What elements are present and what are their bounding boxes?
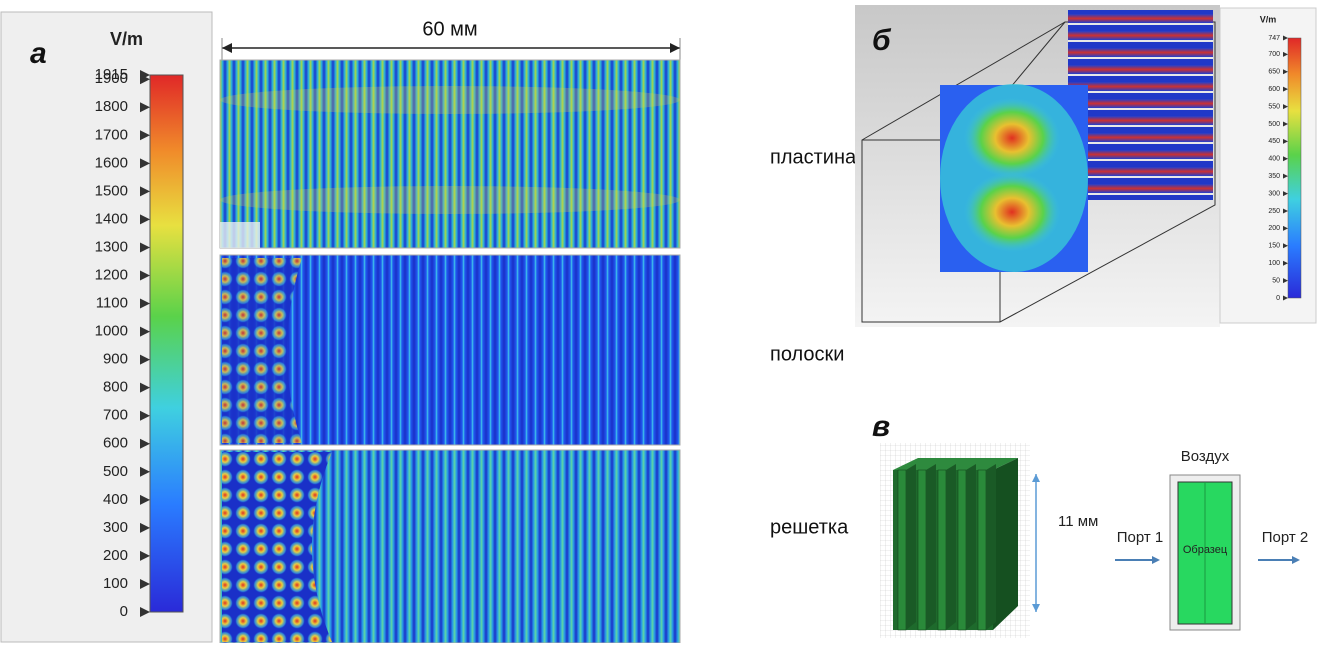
colorbar-tick-label: 1400 [95,210,128,227]
colorbar-tick-label: 700 [1268,51,1280,58]
colorbar-tick-label: 500 [1268,121,1280,128]
colorbar-unit: V/m [1260,14,1277,24]
colorbar-tick-label: 100 [103,575,128,592]
colorbar-tick-label: 650 [1268,69,1280,76]
colorbar-tick-label: 200 [1268,225,1280,232]
width-label: 60 мм [422,18,477,40]
strip [1068,184,1213,193]
colorbar-tick-label: 400 [103,491,128,508]
colorbar-tick-label: 400 [1268,156,1280,163]
colorbar-tick-label: 350 [1268,173,1280,180]
colorbar-tick-label: 550 [1268,103,1280,110]
grating-rib [898,470,906,630]
colorbar [150,75,183,612]
strip-edge [1068,193,1213,195]
colorbar-tick-label: 1500 [95,182,128,199]
colorbar-tick-label: 450 [1268,138,1280,145]
strip-edge [1068,125,1213,127]
air-label: Воздух [1181,448,1230,465]
colorbar-tick-label: 250 [1268,208,1280,215]
colorbar-tick-label: 1300 [95,238,128,255]
strip [1068,31,1213,40]
colorbar-tick-label: 150 [1268,243,1280,250]
colorbar-tick-label: 500 [103,463,128,480]
colorbar-tick-label: 1700 [95,126,128,143]
strip [1068,65,1213,74]
row-label: пластина [770,146,857,168]
colorbar-tick-label: 0 [120,603,128,620]
strip [1068,82,1213,91]
colorbar [1288,38,1301,298]
grating-rib [938,470,946,630]
panel-a-label: а [30,37,47,70]
colorbar-tick-label: 1100 [96,295,128,312]
strip-edge [1068,23,1213,25]
colorbar-tick-label: 700 [103,407,128,424]
colorbar-tick-label: 0 [1276,295,1280,302]
page: {"panel_a": {"label": "а", "colorbar": {… [0,0,1328,643]
strip-edge [1068,57,1213,59]
strip [1068,14,1213,23]
panel-c-label: в [872,410,890,443]
legend-inset [220,222,260,248]
row-label: полоски [770,343,844,365]
strip-edge [1068,142,1213,144]
strip-edge [1068,176,1213,178]
grating-rib-side [986,464,996,630]
field-band [220,186,680,214]
port-label: Порт 1 [1117,529,1164,546]
colorbar-tick-label: 1200 [95,266,128,283]
figure: а V/m 0100200300400500600700800900100011… [0,0,1328,643]
colorbar-tick-label: 300 [103,519,128,536]
row-label: решетка [770,516,849,538]
colorbar-tick-label: 50 [1272,277,1280,284]
port-arrow-head [1152,556,1160,564]
grating-rib [978,470,986,630]
grating-rib-side [906,464,916,630]
strip [1068,116,1213,125]
strip [1068,133,1213,142]
colorbar-tick-label: 100 [1268,260,1280,267]
sample-label: Образец [1183,544,1228,556]
field-hotspot [964,98,1060,178]
grating-rib [958,470,966,630]
port-arrow-head [1292,556,1300,564]
field-band [220,86,680,114]
colorbar-unit: V/m [110,29,143,49]
strip [1068,150,1213,159]
field-hotspot [964,172,1060,252]
strip [1068,48,1213,57]
colorbar-tick-label: 900 [103,351,128,368]
strip-edge [1068,159,1213,161]
grating-rib-side [926,464,936,630]
grating-rib [918,470,926,630]
colorbar-tick-label: 1800 [95,98,128,115]
strip-stack [1068,10,1213,200]
strip-edge [1068,108,1213,110]
strip-edge [1068,91,1213,93]
colorbar-tick-label: 1915 [95,66,128,83]
colorbar-tick-label: 200 [103,547,128,564]
strip [1068,99,1213,108]
colorbar-tick-label: 600 [103,435,128,452]
colorbar-tick-label: 600 [1268,86,1280,93]
colorbar-tick-label: 1000 [95,323,128,340]
grating-model [893,458,1018,630]
grating-rib-side [946,464,956,630]
strip-edge [1068,74,1213,76]
strip [1068,167,1213,176]
grating-rib-side [966,464,976,630]
height-label: 11 мм [1058,513,1098,530]
colorbar-tick-label: 747 [1268,35,1280,42]
port-label: Порт 2 [1262,529,1309,546]
colorbar-tick-label: 1600 [95,154,128,171]
colorbar-tick-label: 800 [103,379,128,396]
panel-b-label: б [872,24,892,57]
colorbar-tick-label: 300 [1268,190,1280,197]
strip-edge [1068,40,1213,42]
